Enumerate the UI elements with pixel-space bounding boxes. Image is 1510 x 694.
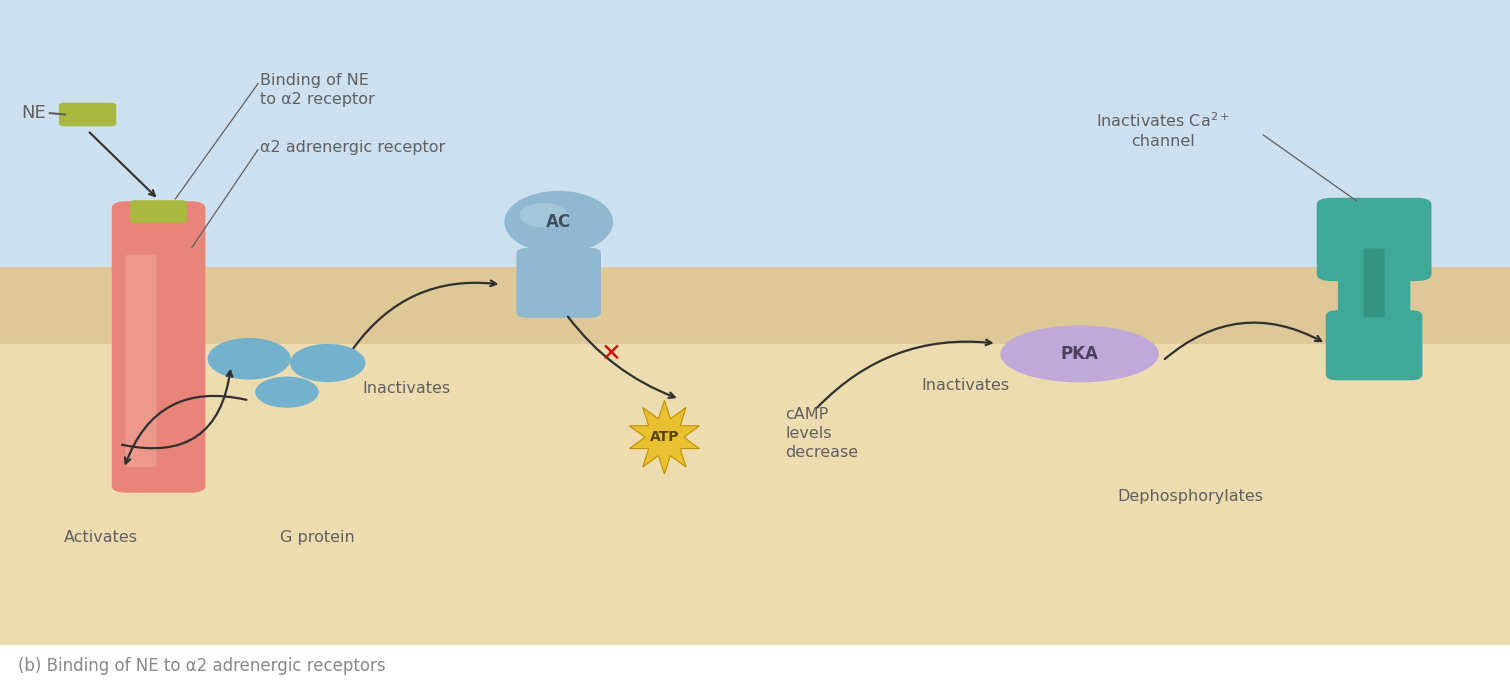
- Text: PKA: PKA: [1060, 345, 1099, 363]
- Text: ✕: ✕: [601, 342, 622, 366]
- FancyBboxPatch shape: [516, 248, 601, 318]
- Text: AC: AC: [547, 213, 571, 231]
- Text: Inactivates: Inactivates: [921, 378, 1009, 393]
- Ellipse shape: [255, 376, 319, 407]
- Text: cAMP
levels
decrease: cAMP levels decrease: [785, 407, 858, 460]
- Text: Dephosphorylates: Dephosphorylates: [1117, 489, 1262, 504]
- Text: Activates: Activates: [63, 530, 139, 545]
- Text: ATP: ATP: [649, 430, 680, 444]
- FancyBboxPatch shape: [1338, 266, 1410, 323]
- FancyBboxPatch shape: [1364, 248, 1385, 317]
- FancyBboxPatch shape: [59, 103, 116, 126]
- Text: Inactivates Ca$^{2+}$
channel: Inactivates Ca$^{2+}$ channel: [1096, 111, 1229, 149]
- Text: (b) Binding of NE to α2 adrenergic receptors: (b) Binding of NE to α2 adrenergic recep…: [18, 657, 385, 675]
- Bar: [0, 344, 1510, 645]
- FancyBboxPatch shape: [112, 201, 205, 493]
- FancyBboxPatch shape: [125, 255, 157, 467]
- Ellipse shape: [1000, 325, 1160, 382]
- Ellipse shape: [290, 344, 365, 382]
- Text: NE: NE: [21, 104, 45, 122]
- Text: G protein: G protein: [279, 530, 355, 545]
- Ellipse shape: [208, 338, 290, 380]
- Ellipse shape: [519, 203, 568, 228]
- FancyBboxPatch shape: [1326, 310, 1422, 380]
- Ellipse shape: [504, 191, 613, 253]
- Text: α2 adrenergic receptor: α2 adrenergic receptor: [260, 139, 445, 155]
- Text: Inactivates: Inactivates: [362, 381, 450, 396]
- FancyBboxPatch shape: [1317, 198, 1431, 281]
- Polygon shape: [630, 400, 699, 474]
- Bar: [0, 0, 1510, 267]
- Bar: [0, 267, 1510, 344]
- Text: Binding of NE
to α2 receptor: Binding of NE to α2 receptor: [260, 73, 374, 107]
- FancyBboxPatch shape: [130, 201, 187, 223]
